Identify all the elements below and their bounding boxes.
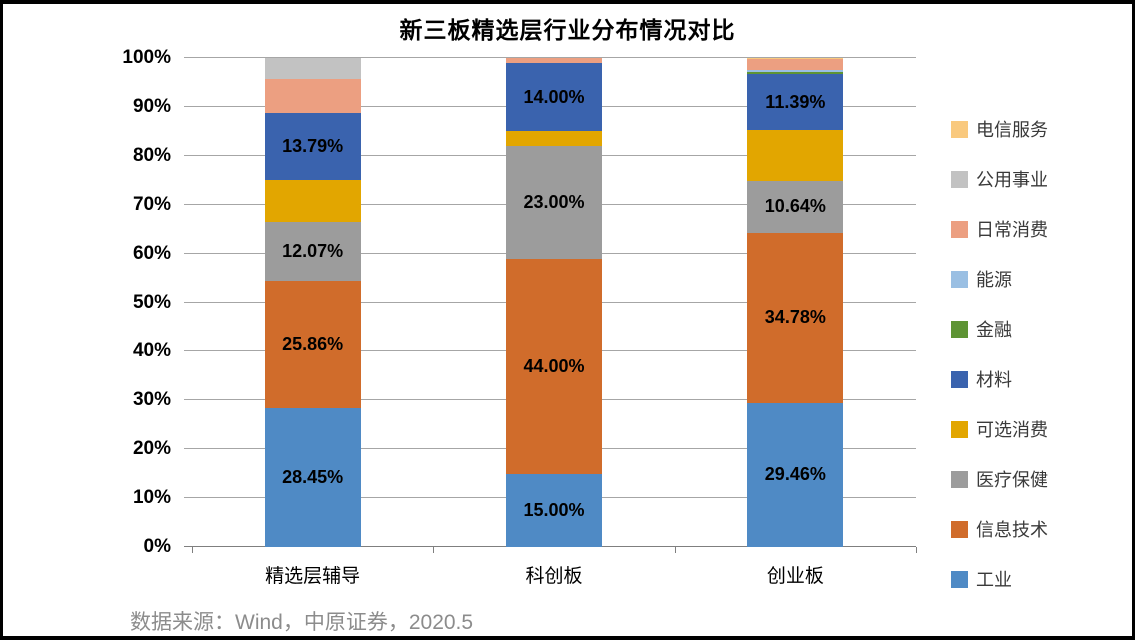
legend: 电信服务公用事业日常消费能源金融材料可选消费医疗保健信息技术工业 — [951, 116, 1048, 592]
plot-area: 28.45% 25.86% 12.07% 13.79% 15.00% 44.00% 23.0… — [184, 57, 917, 553]
x-category-label: 精选层辅导 — [265, 566, 361, 587]
bar-segment — [747, 129, 844, 181]
legend-swatch — [951, 420, 968, 438]
legend-item: 工业 — [951, 566, 1048, 592]
y-tick-label: 100% — [122, 47, 171, 68]
data-label: 25.86% — [282, 334, 344, 355]
bar-segment — [747, 58, 844, 70]
bar-segment — [506, 58, 602, 63]
y-tick-label: 40% — [132, 340, 171, 362]
legend-label: 材料 — [976, 370, 1012, 390]
y-tick-label: 90% — [132, 95, 171, 117]
bar-segment: 10.64% — [747, 180, 844, 233]
legend-swatch — [951, 120, 968, 138]
y-tick-label: 10% — [132, 487, 171, 509]
data-label: 13.79% — [282, 136, 344, 157]
bar-segment — [747, 72, 844, 75]
legend-item: 可选消费 — [951, 416, 1048, 442]
legend-item: 日常消费 — [951, 216, 1048, 242]
data-label: 44.00% — [523, 355, 585, 376]
y-tick-label: 30% — [132, 389, 171, 411]
x-axis-tick — [674, 547, 676, 553]
legend-item: 信息技术 — [951, 516, 1048, 542]
y-tick-label: 0% — [143, 536, 171, 557]
y-tick-label: 20% — [132, 438, 171, 460]
data-label: 14.00% — [523, 86, 585, 107]
legend-label: 工业 — [976, 570, 1012, 590]
data-label: 29.46% — [764, 464, 826, 485]
bar-segment: 12.07% — [264, 222, 361, 282]
legend-label: 电信服务 — [976, 120, 1048, 140]
legend-label: 可选消费 — [976, 420, 1048, 440]
bar-segment: 25.86% — [264, 281, 361, 408]
bar-segment: 44.00% — [506, 258, 602, 474]
legend-item: 公用事业 — [951, 166, 1048, 192]
x-axis-tick — [192, 547, 193, 553]
legend-item: 材料 — [951, 366, 1048, 392]
bar-segment — [506, 131, 602, 147]
source-note: 数据来源：Wind，中原证券，2020.5 — [130, 611, 474, 634]
y-axis-labels: 0% 10% 20% 30% 40% 50% 60% 70% 80% 90% 100% — [3, 47, 171, 557]
y-tick-label: 70% — [132, 193, 171, 215]
legend-swatch — [951, 170, 968, 188]
y-tick-label: 60% — [132, 242, 171, 264]
y-tick-label: 80% — [132, 144, 171, 166]
y-tick-label: 50% — [132, 291, 171, 313]
legend-swatch — [951, 470, 968, 488]
data-label: 10.64% — [764, 196, 826, 217]
bar-segment: 15.00% — [506, 473, 602, 547]
bar-segment — [747, 69, 844, 73]
bar-segment — [747, 57, 844, 59]
data-label: 15.00% — [523, 499, 585, 520]
bar-segment: 29.46% — [747, 402, 844, 547]
bar-segment: 13.79% — [264, 112, 361, 181]
legend-swatch — [951, 220, 968, 238]
legend-label: 信息技术 — [976, 520, 1048, 540]
bar-segment: 28.45% — [264, 407, 361, 547]
legend-swatch — [951, 570, 968, 588]
bar-segment: 34.78% — [747, 232, 844, 403]
x-category-label: 创业板 — [766, 566, 824, 587]
legend-item: 电信服务 — [951, 116, 1048, 142]
data-label: 34.78% — [764, 307, 826, 328]
legend-label: 医疗保健 — [976, 470, 1048, 490]
legend-label: 能源 — [976, 270, 1012, 290]
x-axis-tick — [916, 547, 917, 553]
gridline — [184, 57, 916, 58]
legend-label: 日常消费 — [976, 220, 1048, 240]
legend-item: 能源 — [951, 266, 1048, 292]
legend-label: 金融 — [976, 320, 1012, 340]
legend-label: 公用事业 — [976, 170, 1048, 190]
legend-swatch — [951, 520, 968, 538]
legend-swatch — [951, 370, 968, 388]
legend-swatch — [951, 270, 968, 288]
data-label: 23.00% — [523, 191, 585, 212]
bar-segment — [264, 180, 361, 223]
data-label: 28.45% — [282, 466, 344, 487]
legend-item: 医疗保健 — [951, 466, 1048, 492]
bar-segment: 23.00% — [506, 146, 602, 259]
x-axis-tick — [433, 547, 435, 553]
data-label: 12.07% — [282, 241, 344, 262]
bar-segment: 14.00% — [506, 62, 602, 132]
bar-segment: 11.39% — [747, 74, 844, 130]
bar-segment — [264, 58, 361, 80]
chart-title: 新三板精选层行业分布情况对比 — [399, 17, 736, 43]
data-label: 11.39% — [765, 91, 826, 112]
bar-segment — [264, 79, 361, 113]
legend-item: 金融 — [951, 316, 1048, 342]
legend-swatch — [951, 320, 968, 338]
x-category-label: 科创板 — [525, 566, 583, 587]
